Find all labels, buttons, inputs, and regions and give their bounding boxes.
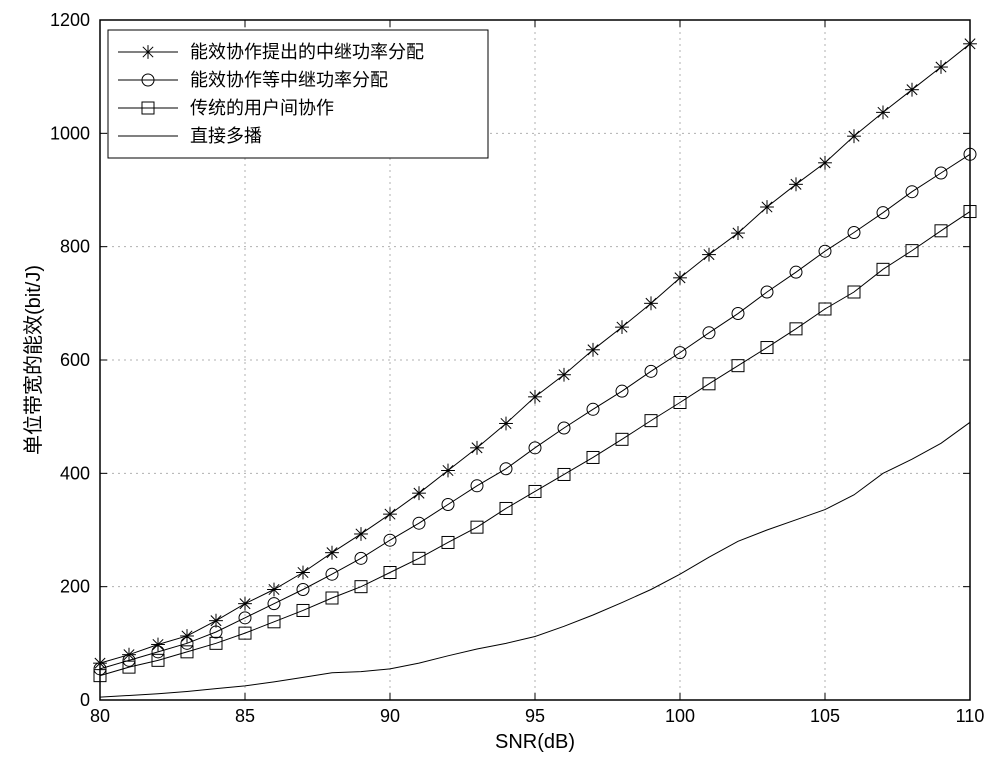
y-tick-label: 400 (60, 463, 90, 483)
x-tick-label: 95 (525, 706, 545, 726)
y-tick-label: 1200 (50, 10, 90, 30)
legend-label: 直接多播 (190, 126, 262, 146)
y-tick-label: 600 (60, 350, 90, 370)
x-tick-label: 90 (380, 706, 400, 726)
x-tick-label: 100 (665, 706, 695, 726)
x-tick-label: 110 (956, 706, 985, 726)
line-chart: 80 85 90 95 100 105 110 0 200 400 600 800 1000 1200 SN… (0, 0, 1000, 765)
y-tick-label: 800 (60, 237, 90, 257)
x-tick-label: 105 (810, 706, 840, 726)
y-tick-label: 0 (80, 690, 90, 710)
y-tick-label: 1000 (50, 123, 90, 143)
legend-label: 传统的用户间协作 (190, 98, 334, 118)
legend: 能效协作提出的中继功率分配能效协作等中继功率分配传统的用户间协作直接多播 (108, 30, 488, 158)
legend-label: 能效协作提出的中继功率分配 (190, 42, 424, 62)
y-tick-label: 200 (60, 577, 90, 597)
legend-label: 能效协作等中继功率分配 (190, 70, 388, 90)
x-tick-label: 85 (235, 706, 255, 726)
y-axis-label: 单位带宽的能效(bit/J) (22, 265, 45, 455)
x-tick-label: 80 (90, 706, 110, 726)
x-axis-label: SNR(dB) (495, 731, 575, 753)
